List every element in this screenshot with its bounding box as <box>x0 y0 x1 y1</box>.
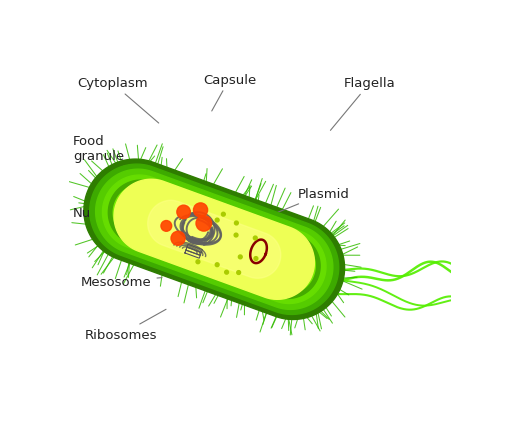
Polygon shape <box>118 189 310 290</box>
Polygon shape <box>113 185 315 295</box>
Text: BACTERIA: BACTERIA <box>175 10 345 39</box>
Circle shape <box>225 270 228 274</box>
Text: Plasmid: Plasmid <box>270 187 350 216</box>
Polygon shape <box>102 176 326 304</box>
Circle shape <box>254 257 258 261</box>
Circle shape <box>177 206 190 219</box>
Text: Nucleoid: Nucleoid <box>73 206 143 220</box>
Text: Flagella: Flagella <box>330 77 396 131</box>
Text: Food
granule: Food granule <box>73 135 144 181</box>
Text: Capsule: Capsule <box>203 74 256 112</box>
Polygon shape <box>114 180 315 300</box>
Circle shape <box>237 271 241 275</box>
Circle shape <box>196 260 200 264</box>
Circle shape <box>234 233 238 237</box>
Polygon shape <box>96 170 333 310</box>
Circle shape <box>193 203 207 218</box>
Circle shape <box>238 255 242 259</box>
Text: Mesosome: Mesosome <box>81 275 162 288</box>
Circle shape <box>171 232 185 246</box>
Circle shape <box>253 237 257 240</box>
Circle shape <box>222 213 225 217</box>
Text: Cytoplasm: Cytoplasm <box>77 77 159 124</box>
Circle shape <box>161 221 172 232</box>
Polygon shape <box>148 201 281 279</box>
Circle shape <box>235 221 238 225</box>
Circle shape <box>215 263 219 267</box>
Text: Ribosomes: Ribosomes <box>85 310 166 341</box>
Polygon shape <box>84 160 345 320</box>
Circle shape <box>196 216 212 232</box>
Polygon shape <box>90 165 339 315</box>
Circle shape <box>215 218 219 222</box>
Polygon shape <box>108 181 320 299</box>
